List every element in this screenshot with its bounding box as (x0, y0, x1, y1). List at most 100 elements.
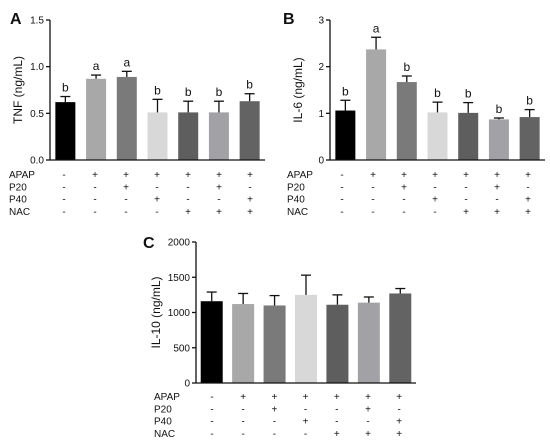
treatment-name-apap: APAP (9, 170, 35, 181)
significance-letter: b (216, 85, 223, 99)
y-tick-label: 1500 (168, 273, 191, 284)
treatment-sign: - (62, 170, 65, 181)
y-tick-label: 500 (173, 343, 190, 354)
treatment-sign: + (303, 392, 309, 403)
treatment-sign: + (525, 170, 531, 181)
y-tick-label: 2 (318, 62, 324, 73)
treatment-sign: + (525, 207, 531, 218)
treatment-sign: + (154, 195, 160, 206)
treatment-sign: + (494, 182, 500, 193)
treatment-sign: - (371, 182, 374, 193)
y-tick-label: 0 (184, 379, 190, 390)
treatment-sign: + (247, 170, 253, 181)
treatment-sign: + (494, 207, 500, 218)
treatment-sign: + (247, 195, 253, 206)
treatment-name-p20: P20 (287, 182, 305, 193)
treatment-name-p20: P20 (154, 404, 172, 415)
treatment-sign: + (494, 170, 500, 181)
panel-letter: A (10, 11, 22, 28)
treatment-sign: + (396, 392, 402, 403)
treatment-sign: - (242, 417, 245, 428)
treatment-sign: + (271, 392, 277, 403)
treatment-sign: + (525, 195, 531, 206)
treatment-sign: + (216, 207, 222, 218)
treatment-sign: - (62, 195, 65, 206)
treatment-sign: + (185, 170, 191, 181)
bar (116, 76, 137, 160)
bar (326, 304, 349, 383)
treatment-sign: + (123, 182, 129, 193)
significance-letter: b (62, 81, 69, 95)
significance-letter: b (434, 86, 441, 100)
treatment-sign: - (217, 195, 220, 206)
significance-letter: b (154, 83, 161, 97)
treatment-sign: - (340, 182, 343, 193)
y-tick-label: 2000 (168, 238, 191, 249)
treatment-sign: - (402, 195, 405, 206)
treatment-name-p20: P20 (9, 182, 27, 193)
bar (357, 302, 380, 383)
treatment-sign: - (371, 195, 374, 206)
bar (396, 82, 417, 160)
treatment-sign: - (124, 207, 127, 218)
bar (427, 112, 448, 160)
treatment-sign: + (396, 417, 402, 428)
bar (200, 301, 223, 383)
treatment-sign: + (365, 404, 371, 415)
treatment-sign: - (371, 207, 374, 218)
treatment-sign: + (370, 170, 376, 181)
treatment-sign: - (210, 392, 213, 403)
significance-letter: b (342, 84, 349, 98)
bar (86, 78, 107, 160)
treatment-sign: + (432, 170, 438, 181)
treatment-sign: - (398, 404, 401, 415)
treatment-name-nac: NAC (287, 207, 308, 218)
treatment-name-apap: APAP (154, 392, 180, 403)
treatment-sign: - (93, 195, 96, 206)
bar (389, 293, 412, 383)
bar (208, 112, 229, 160)
treatment-sign: + (365, 429, 371, 440)
treatment-sign: - (526, 182, 529, 193)
y-tick-label: 1000 (168, 308, 191, 319)
bar (263, 305, 286, 383)
treatment-sign: - (210, 417, 213, 428)
treatment-sign: - (464, 195, 467, 206)
treatment-sign: + (154, 170, 160, 181)
bar (366, 49, 387, 160)
bar (295, 294, 317, 383)
bar (55, 102, 76, 160)
treatment-sign: - (93, 182, 96, 193)
treatment-sign: - (402, 207, 405, 218)
treatment-sign: - (340, 195, 343, 206)
treatment-name-p40: P40 (287, 195, 305, 206)
significance-letter: b (246, 78, 253, 92)
bar (458, 112, 479, 160)
treatment-sign: + (334, 429, 340, 440)
treatment-sign: - (242, 429, 245, 440)
treatment-sign: - (248, 182, 251, 193)
treatment-sign: - (273, 429, 276, 440)
treatment-sign: + (365, 392, 371, 403)
y-tick-label: 0.5 (30, 109, 44, 120)
treatment-sign: + (401, 170, 407, 181)
treatment-sign: - (495, 195, 498, 206)
treatment-sign: - (366, 417, 369, 428)
bar (488, 119, 509, 160)
bar (232, 304, 255, 383)
y-tick-label: 0.0 (30, 156, 44, 167)
treatment-sign: - (340, 170, 343, 181)
treatment-sign: + (334, 392, 340, 403)
treatment-sign: - (62, 182, 65, 193)
treatment-sign: - (464, 182, 467, 193)
treatment-sign: + (271, 404, 277, 415)
treatment-sign: + (463, 170, 469, 181)
significance-letter: b (465, 87, 472, 101)
significance-letter: b (496, 102, 503, 116)
treatment-sign: + (401, 182, 407, 193)
significance-letter: a (123, 55, 130, 69)
treatment-sign: - (210, 429, 213, 440)
treatment-sign: - (335, 404, 338, 415)
bar (519, 117, 540, 160)
